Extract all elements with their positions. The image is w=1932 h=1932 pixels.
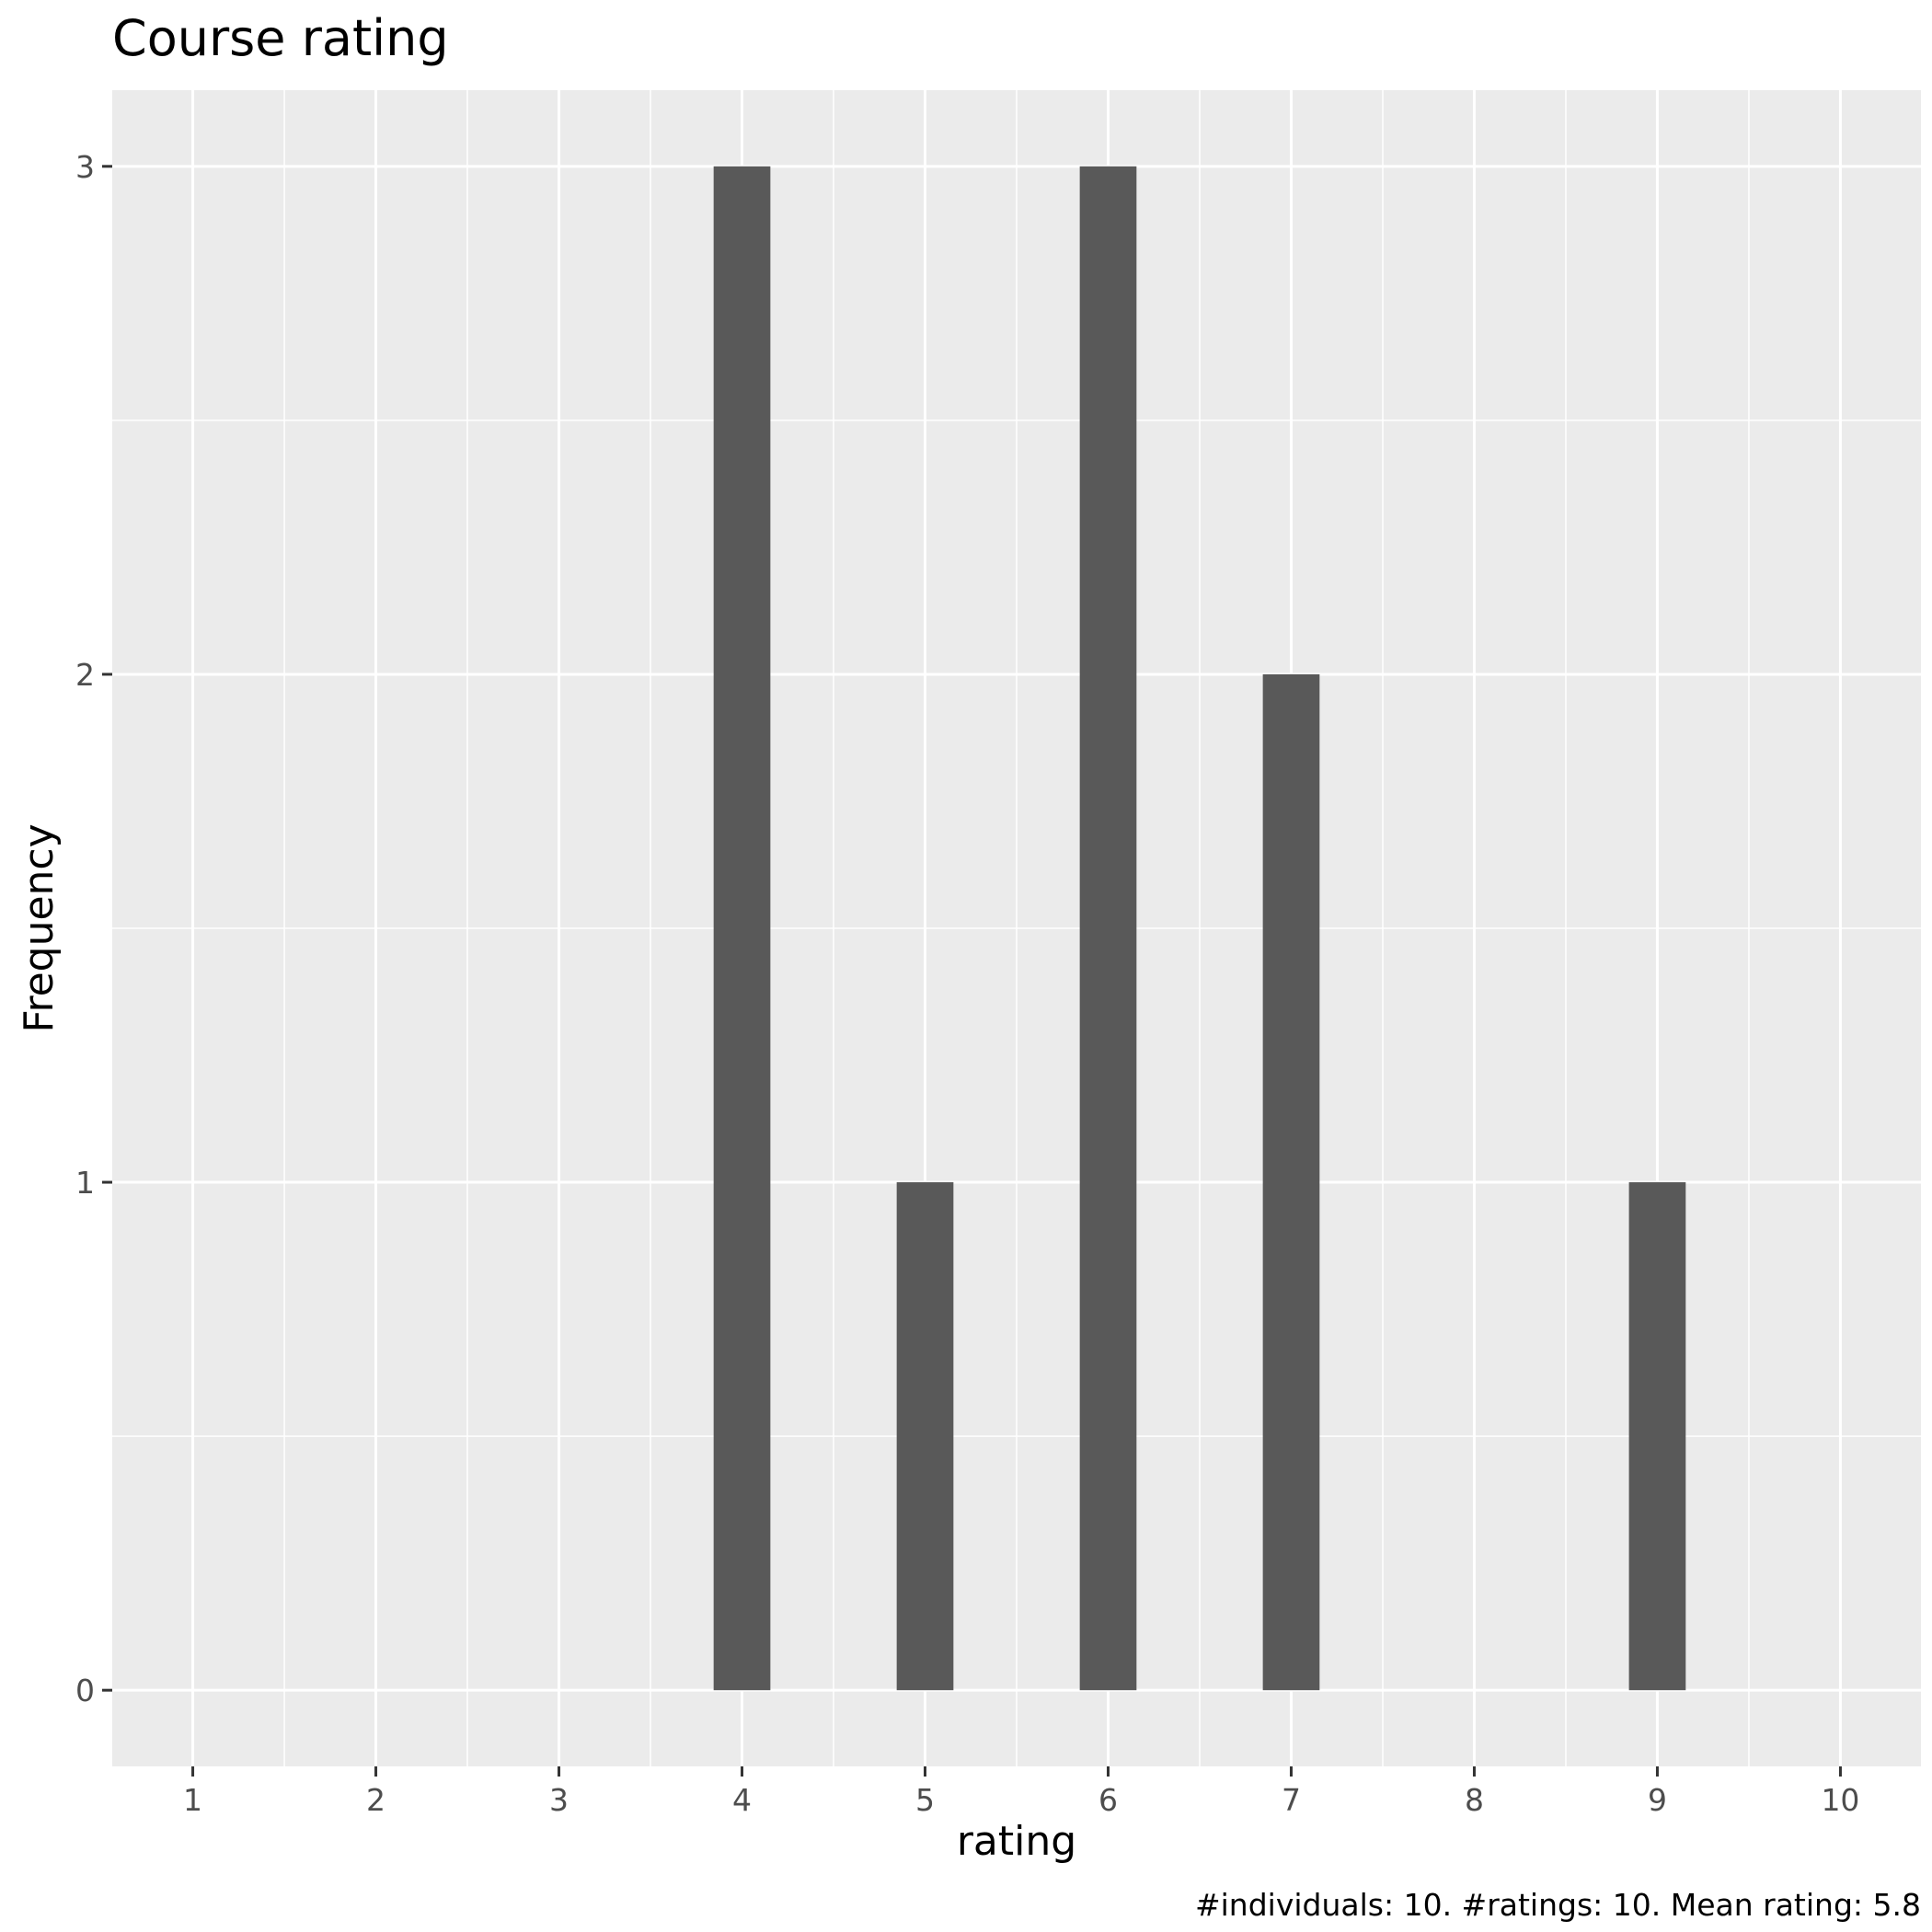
chart-caption: #individuals: 10. #ratings: 10. Mean rat…	[1195, 1887, 1921, 1923]
y-axis-title: Frequency	[16, 823, 63, 1032]
y-tick-label: 0	[75, 1673, 95, 1708]
x-axis-title: rating	[957, 1818, 1076, 1865]
x-tick-label: 1	[183, 1782, 202, 1818]
bars	[713, 166, 1686, 1691]
x-tick-label: 6	[1098, 1782, 1118, 1818]
bar-rating-9	[1628, 1182, 1686, 1691]
x-tick-label: 8	[1465, 1782, 1484, 1818]
bar-rating-6	[1079, 166, 1137, 1691]
x-tick-label: 4	[732, 1782, 752, 1818]
x-tick-label: 7	[1282, 1782, 1301, 1818]
bar-rating-4	[713, 166, 771, 1691]
x-tick-label: 10	[1821, 1782, 1859, 1818]
bar-rating-5	[896, 1182, 954, 1691]
bar-rating-7	[1262, 673, 1320, 1691]
x-tick-label: 9	[1648, 1782, 1667, 1818]
x-tick-label: 3	[549, 1782, 569, 1818]
x-tick-label: 2	[366, 1782, 385, 1818]
y-tick-label: 1	[75, 1165, 95, 1201]
y-tick-label: 3	[75, 149, 95, 185]
y-axis: 0 1 2 3	[75, 149, 112, 1708]
chart-title: Course rating	[112, 9, 449, 67]
x-axis: 1 2 3 4 5 6 7 8 9 10	[183, 1766, 1859, 1818]
x-tick-label: 5	[915, 1782, 935, 1818]
minor-gridlines	[112, 90, 1921, 1766]
y-tick-label: 2	[75, 657, 95, 693]
